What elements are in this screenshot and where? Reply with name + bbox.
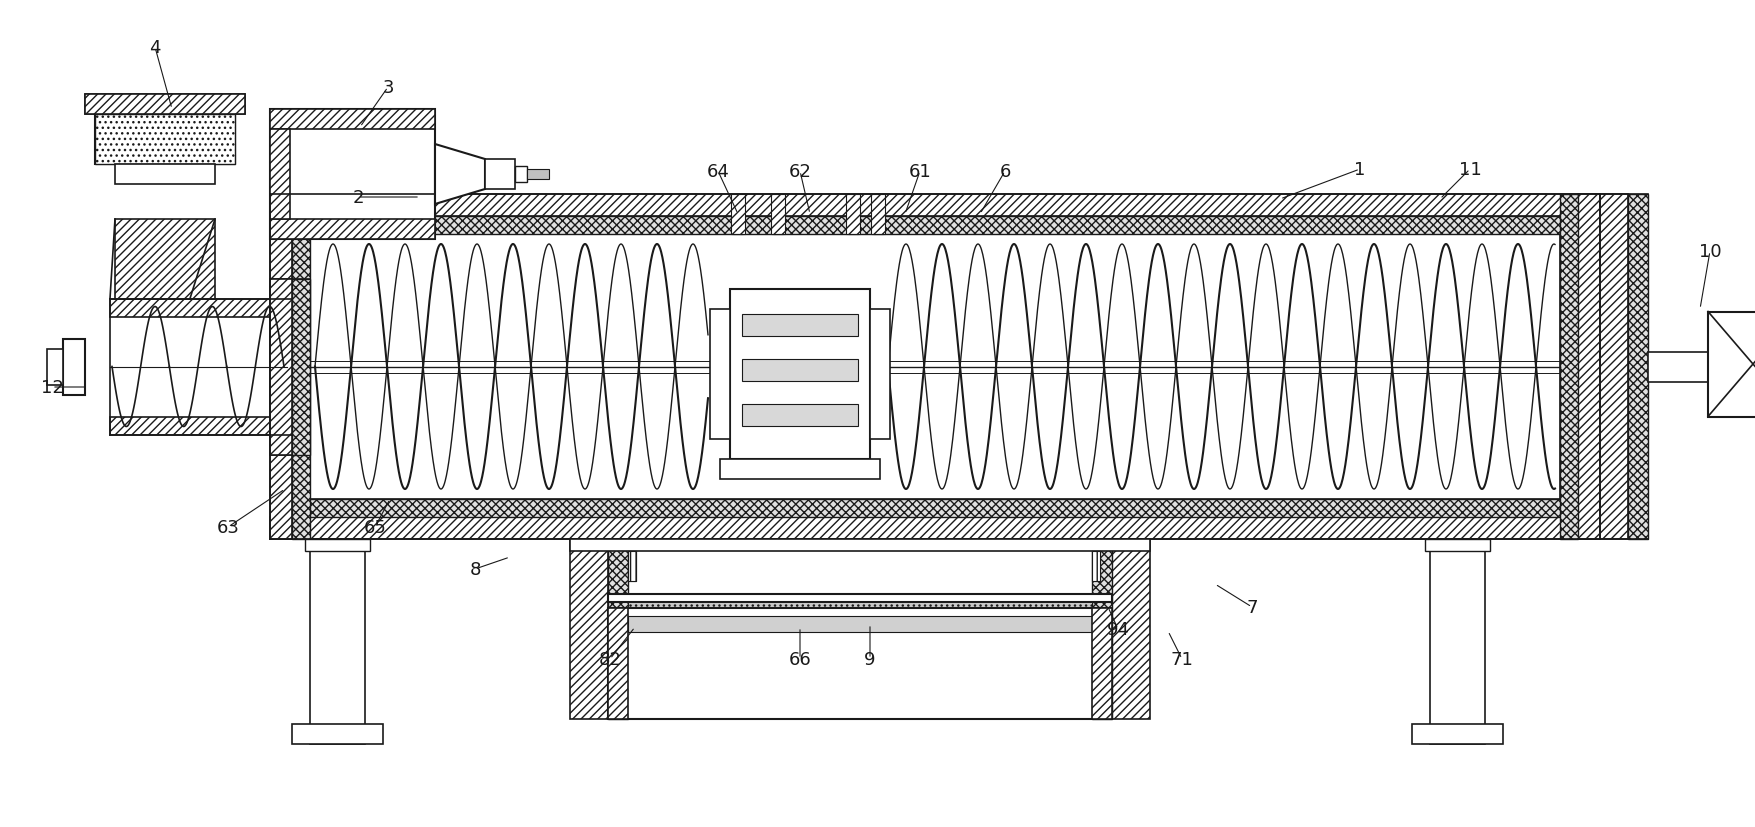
- Bar: [628, 602, 1092, 607]
- Bar: [1413, 724, 1502, 744]
- Bar: [270, 217, 1601, 235]
- Bar: [1430, 539, 1485, 744]
- Bar: [1601, 195, 1629, 539]
- Bar: [311, 235, 1560, 500]
- Bar: [1578, 195, 1601, 539]
- Bar: [95, 115, 235, 165]
- Text: 71: 71: [1171, 650, 1193, 668]
- Bar: [291, 724, 383, 744]
- Text: 3: 3: [383, 79, 393, 97]
- Bar: [116, 220, 216, 299]
- Text: 65: 65: [363, 519, 386, 537]
- Text: 4: 4: [149, 39, 161, 57]
- Text: 8: 8: [469, 561, 481, 578]
- Bar: [846, 195, 860, 235]
- Bar: [1629, 195, 1648, 539]
- Bar: [607, 539, 628, 719]
- Bar: [270, 130, 290, 220]
- Text: 61: 61: [909, 163, 932, 181]
- Text: 64: 64: [707, 163, 730, 181]
- Bar: [526, 170, 549, 179]
- Bar: [1092, 552, 1100, 581]
- Bar: [116, 165, 216, 184]
- Bar: [770, 195, 784, 235]
- Bar: [628, 552, 635, 581]
- Bar: [742, 314, 858, 337]
- Text: 12: 12: [40, 379, 63, 396]
- Text: 7: 7: [1246, 598, 1258, 616]
- Bar: [84, 95, 246, 115]
- Bar: [111, 417, 291, 435]
- Bar: [730, 289, 870, 460]
- Bar: [1708, 312, 1755, 417]
- Bar: [311, 539, 365, 744]
- Bar: [628, 552, 635, 581]
- Bar: [514, 167, 526, 183]
- Bar: [270, 280, 291, 455]
- Text: 63: 63: [216, 519, 239, 537]
- Polygon shape: [435, 145, 484, 205]
- Bar: [270, 220, 435, 240]
- Bar: [720, 460, 879, 480]
- Bar: [291, 195, 311, 539]
- Bar: [1425, 539, 1490, 552]
- Bar: [607, 609, 1113, 719]
- Bar: [1113, 539, 1150, 719]
- Text: 6: 6: [999, 163, 1011, 181]
- Bar: [1092, 552, 1100, 581]
- Bar: [63, 339, 84, 395]
- Bar: [111, 299, 291, 317]
- Bar: [1092, 539, 1113, 719]
- Bar: [870, 195, 885, 235]
- Bar: [607, 595, 1113, 602]
- Text: 10: 10: [1699, 242, 1722, 261]
- Bar: [95, 115, 235, 165]
- Bar: [628, 616, 1092, 632]
- Bar: [270, 280, 311, 455]
- Bar: [484, 160, 514, 189]
- Text: 94: 94: [1106, 620, 1130, 638]
- Bar: [1092, 609, 1113, 719]
- Bar: [570, 539, 1150, 552]
- Bar: [270, 195, 1601, 217]
- Bar: [84, 95, 246, 115]
- Bar: [270, 110, 435, 130]
- Text: 62: 62: [788, 163, 811, 181]
- Bar: [270, 110, 435, 240]
- Text: 1: 1: [1355, 160, 1365, 179]
- Text: 82: 82: [598, 650, 621, 668]
- Bar: [1560, 195, 1578, 539]
- Bar: [47, 349, 63, 385]
- Text: 2: 2: [353, 189, 363, 207]
- Bar: [607, 609, 628, 719]
- Bar: [742, 404, 858, 427]
- Bar: [732, 195, 746, 235]
- Bar: [270, 518, 1601, 539]
- Bar: [570, 539, 607, 719]
- Text: 66: 66: [788, 650, 811, 668]
- Bar: [742, 360, 858, 381]
- Text: 9: 9: [863, 650, 876, 668]
- Bar: [305, 539, 370, 552]
- Bar: [870, 309, 890, 439]
- Text: 11: 11: [1458, 160, 1481, 179]
- Bar: [291, 280, 311, 455]
- Bar: [270, 195, 291, 539]
- Bar: [711, 309, 730, 439]
- Bar: [270, 500, 1601, 518]
- Bar: [1648, 352, 1708, 382]
